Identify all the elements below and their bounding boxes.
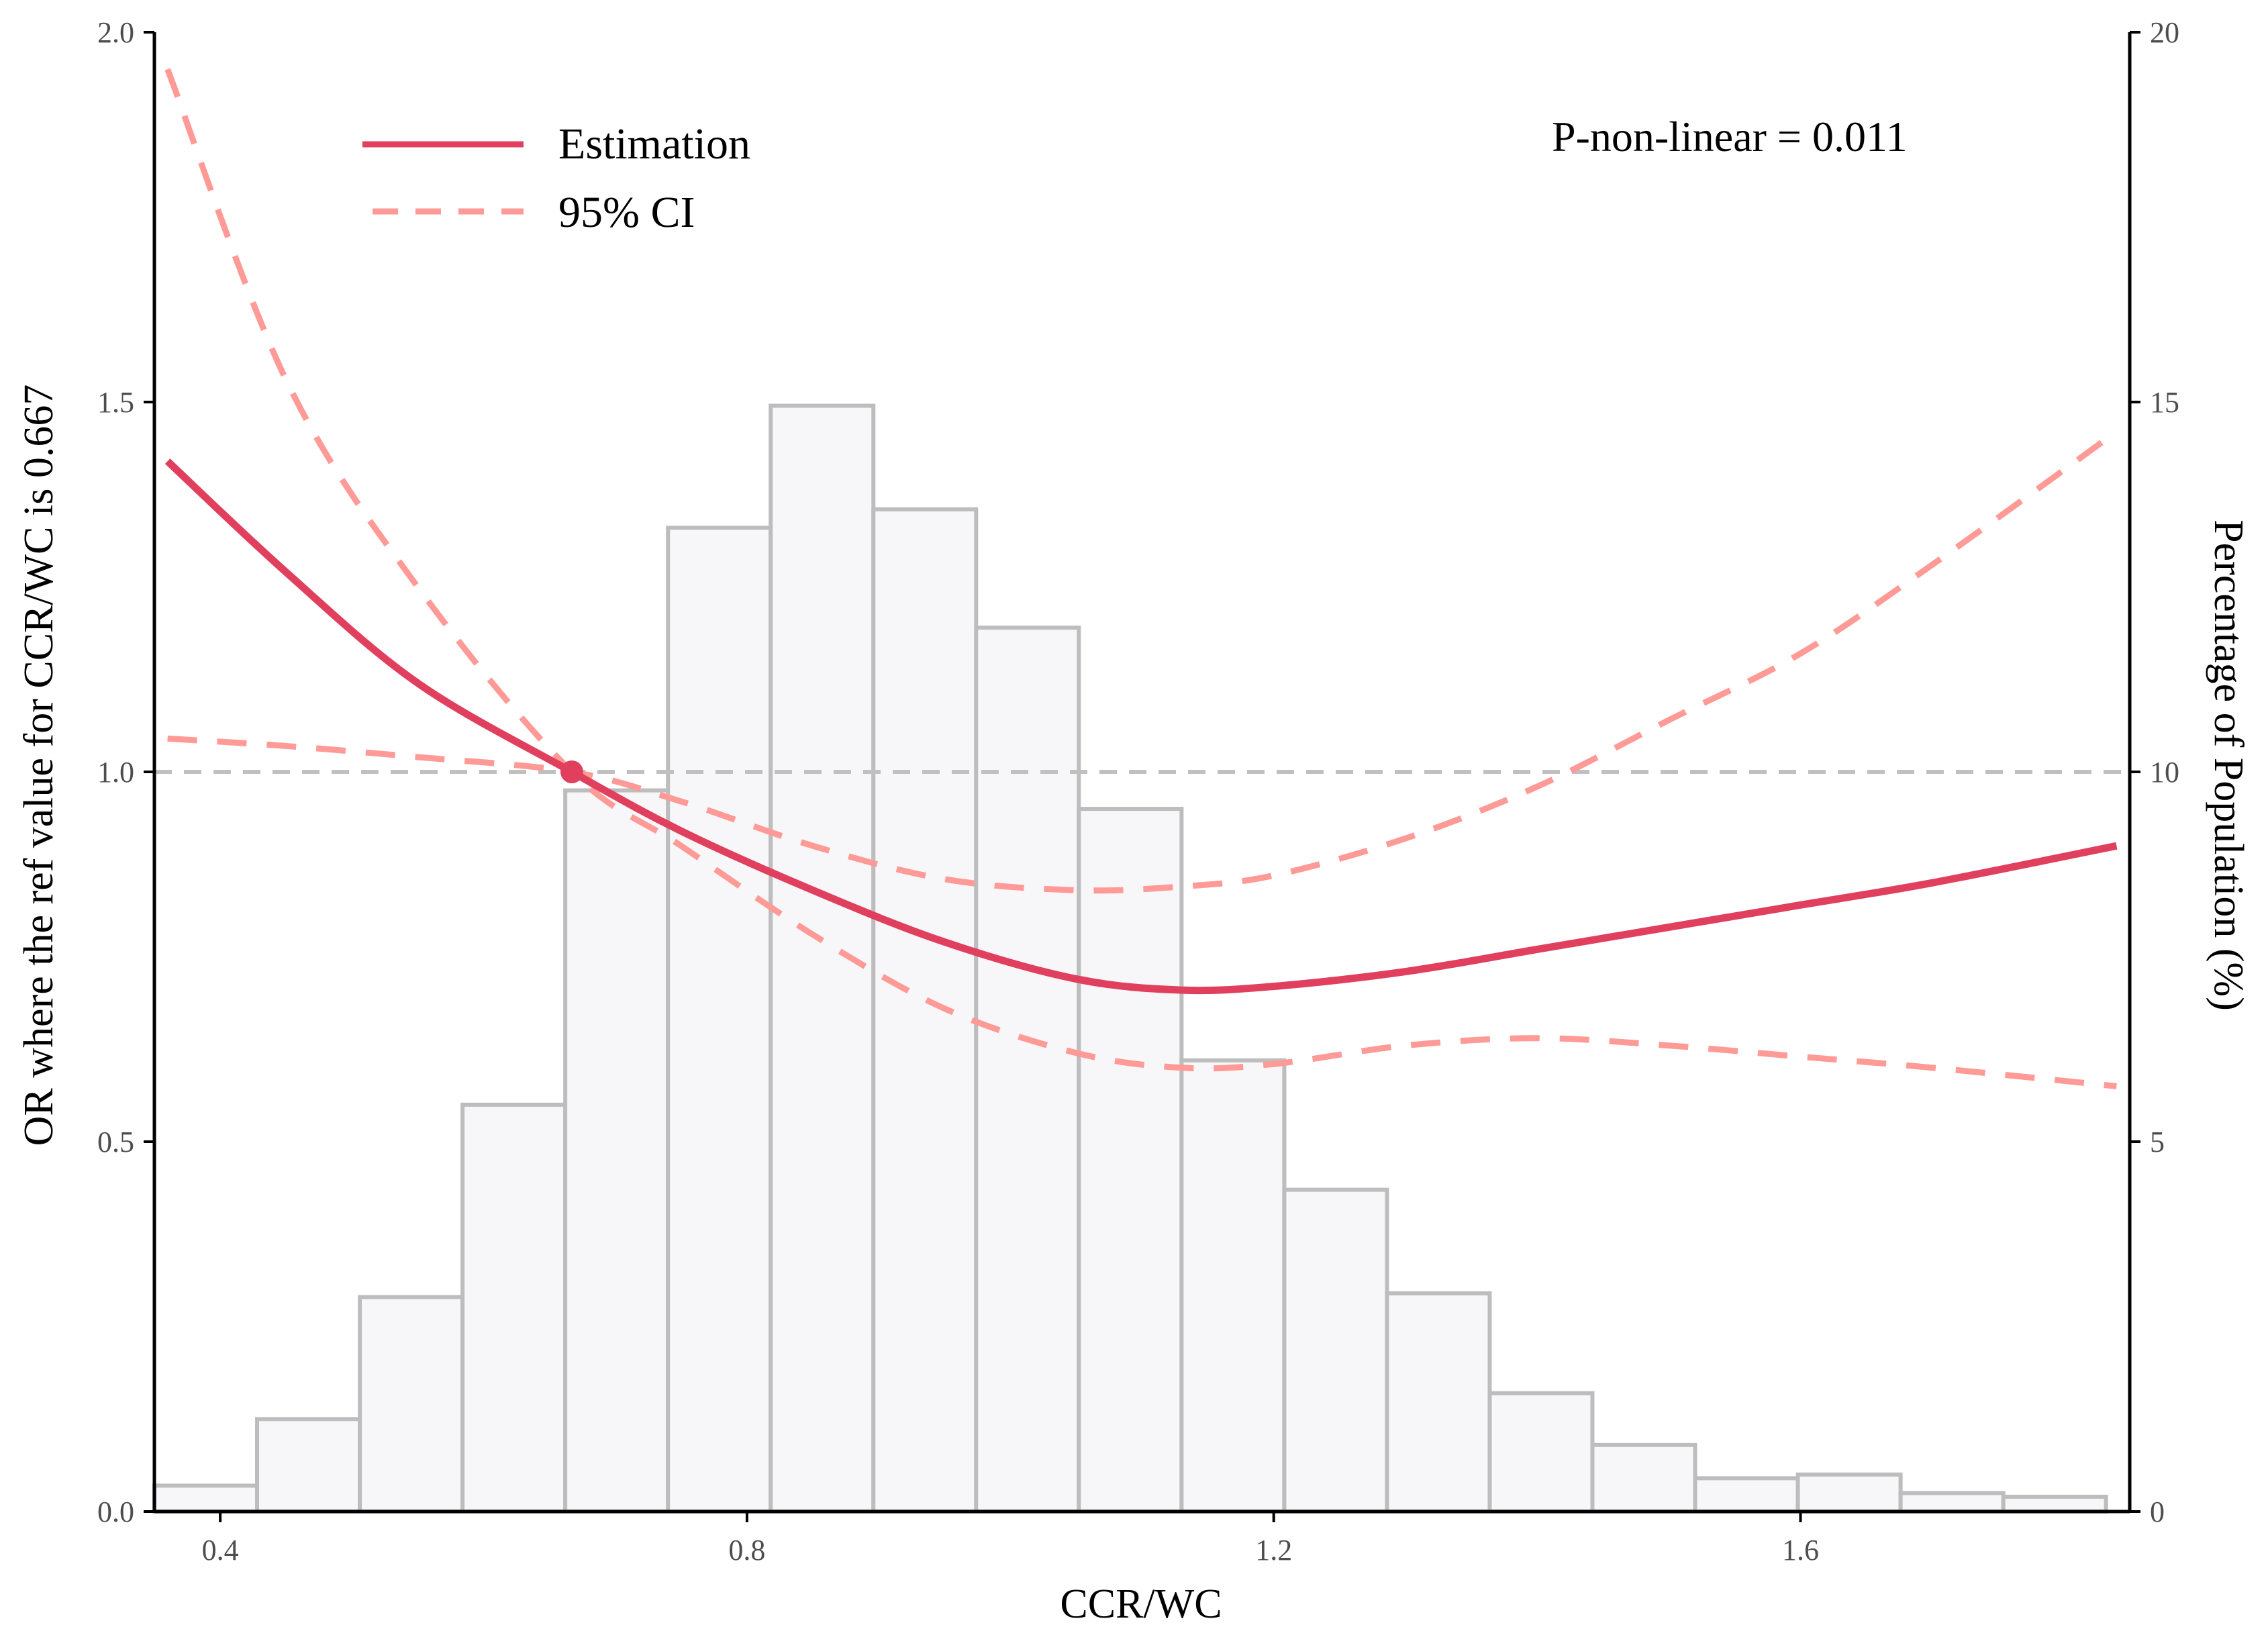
p-value-annotation: P-non-linear = 0.011 bbox=[1552, 113, 1908, 160]
histogram-bar bbox=[1898, 1491, 2006, 1514]
histogram-bars bbox=[152, 403, 2108, 1514]
histogram-bar bbox=[563, 788, 671, 1514]
y-left-tick-label: 1.5 bbox=[97, 386, 134, 419]
y-right-tick-label: 10 bbox=[2150, 756, 2179, 789]
y-right-tick-label: 20 bbox=[2150, 16, 2179, 49]
histogram-bar bbox=[1487, 1391, 1595, 1514]
legend-ci-label: 95% CI bbox=[558, 188, 695, 237]
histogram-bar bbox=[255, 1417, 362, 1514]
y-left-tick-label: 0.0 bbox=[97, 1495, 134, 1528]
y-axis-right-title: Percentage of Population (%) bbox=[2206, 520, 2251, 1011]
x-tick-label: 1.2 bbox=[1255, 1534, 1292, 1567]
y-right-tick-label: 5 bbox=[2150, 1126, 2165, 1158]
histogram-bar bbox=[1590, 1442, 1697, 1514]
y-right-tick-label: 0 bbox=[2150, 1495, 2165, 1528]
histogram-bar bbox=[152, 1483, 260, 1514]
y-left-tick-label: 1.0 bbox=[97, 756, 134, 789]
histogram-bar bbox=[1077, 807, 1184, 1514]
histogram-bar bbox=[974, 626, 1081, 1514]
histogram-bar bbox=[1282, 1187, 1389, 1514]
axes: 0.0 0.5 1.0 1.5 2.0 0 5 10 15 20 0.4 0.8 1.2 1.6 bbox=[97, 16, 2179, 1567]
y-left-tick-label: 2.0 bbox=[97, 16, 134, 49]
y-left-tick-label: 0.5 bbox=[97, 1126, 134, 1158]
reference-point bbox=[560, 760, 583, 783]
histogram-bar bbox=[666, 526, 773, 1514]
histogram-bar bbox=[871, 507, 979, 1514]
x-tick-label: 0.4 bbox=[202, 1534, 239, 1567]
x-axis-title: CCR/WC bbox=[1060, 1581, 1222, 1627]
estimation-line bbox=[164, 458, 2118, 995]
y-axis-left-title: OR where the ref value for CCR/WC is 0.6… bbox=[16, 385, 62, 1146]
series-lines bbox=[164, 68, 2119, 1089]
histogram-bar bbox=[2001, 1494, 2108, 1514]
y-right-tick-label: 15 bbox=[2150, 386, 2179, 419]
histogram-bar bbox=[1795, 1472, 1903, 1514]
legend: Estimation 95% CI bbox=[362, 119, 750, 237]
ci-lower-line bbox=[164, 68, 2117, 1089]
histogram-bar bbox=[358, 1295, 465, 1514]
legend-estimation-label: Estimation bbox=[558, 119, 750, 168]
histogram-bar bbox=[1179, 1058, 1287, 1514]
x-tick-label: 0.8 bbox=[728, 1534, 765, 1567]
histogram-bar bbox=[1385, 1291, 1492, 1514]
histogram-bar bbox=[460, 1102, 568, 1514]
histogram-bar bbox=[1693, 1476, 1800, 1514]
x-tick-label: 1.6 bbox=[1782, 1534, 1819, 1567]
